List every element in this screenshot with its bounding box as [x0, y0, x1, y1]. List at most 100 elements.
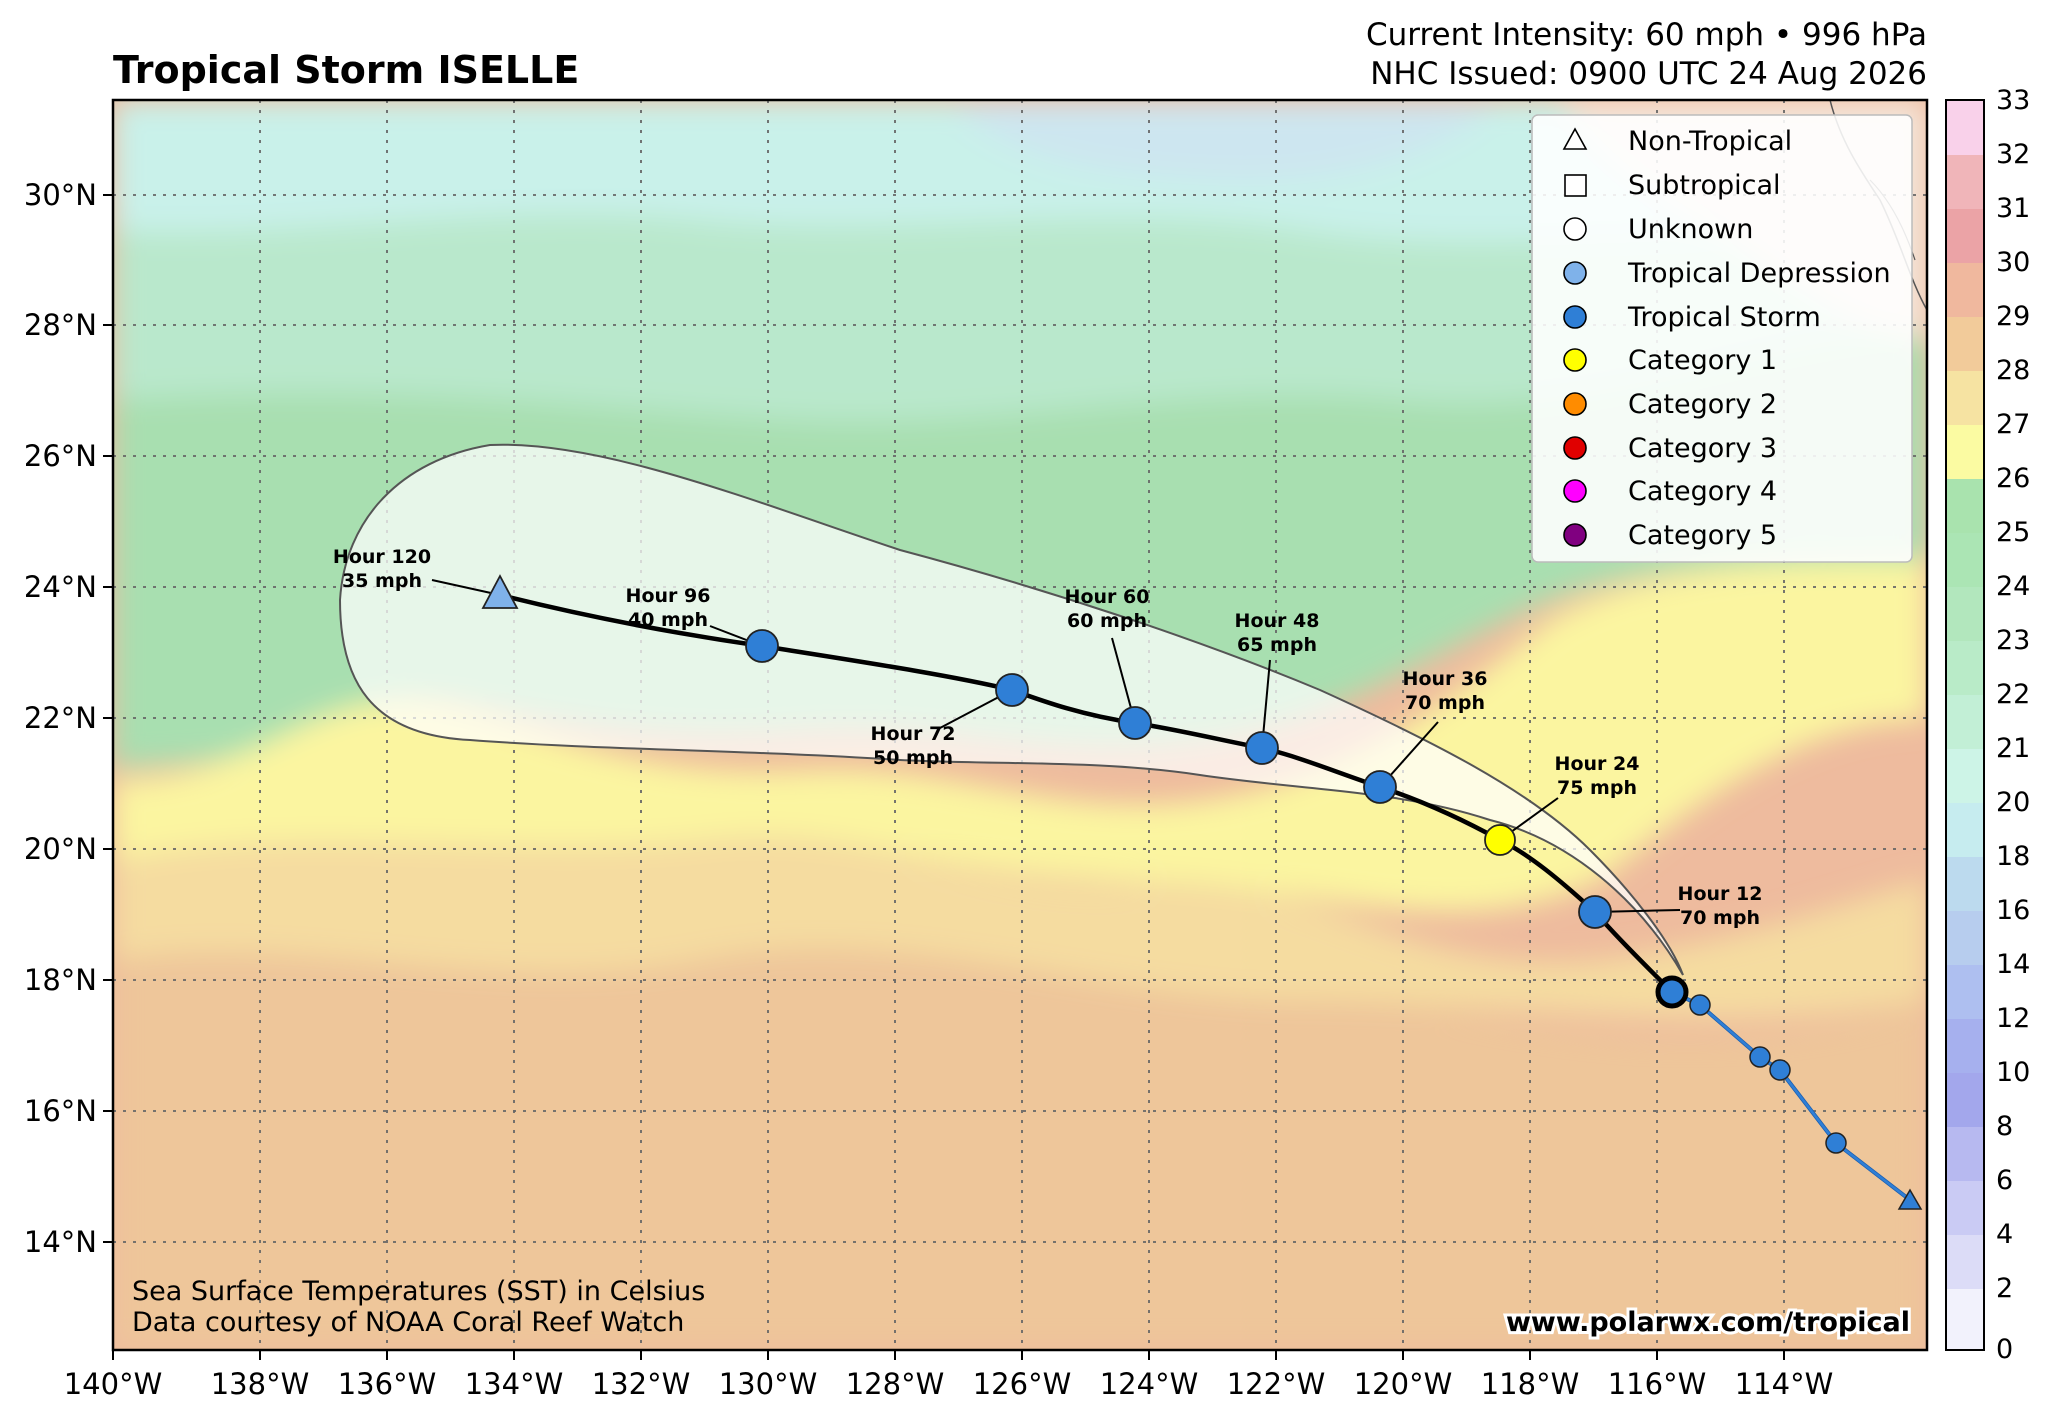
legend-label: Category 1 — [1628, 345, 1777, 376]
label-wind: 40 mph — [628, 609, 708, 631]
legend-circle-icon — [1563, 523, 1587, 547]
legend-label: Tropical Depression — [1627, 258, 1891, 289]
colorbar-tick: 24 — [1996, 571, 2030, 602]
lat-tick-label: 16°N — [24, 1094, 97, 1128]
forecast-point-48 — [1245, 731, 1279, 765]
forecast-point-72 — [995, 673, 1029, 707]
colorbar-tick: 14 — [1996, 949, 2030, 980]
legend-label: Subtropical — [1628, 170, 1781, 201]
lat-tick-label: 18°N — [24, 963, 97, 997]
legend-square-icon — [1564, 174, 1587, 197]
lat-tick-label: 14°N — [24, 1225, 97, 1259]
legend-label: Category 5 — [1628, 520, 1777, 551]
colorbar-tick: 31 — [1996, 193, 2030, 224]
forecast-point-96 — [745, 629, 779, 663]
colorbar-tick: 33 — [1996, 85, 2030, 116]
lat-tick-label: 24°N — [24, 570, 97, 604]
lat-tick-label: 28°N — [24, 308, 97, 342]
colorbar-segments — [1947, 101, 1983, 1349]
colorbar-tick: 20 — [1996, 787, 2030, 818]
label-hour: Hour 120 — [333, 546, 431, 568]
label-wind: 65 mph — [1237, 634, 1317, 656]
colorbar-tick: 18 — [1996, 841, 2030, 872]
tick-marks — [103, 194, 1785, 1360]
forecast-labels: Hour 12 70 mph Hour 24 75 mph Hour 36 70… — [333, 546, 1763, 929]
data-credit: Data courtesy of NOAA Coral Reef Watch — [132, 1307, 684, 1338]
sst-caption: Sea Surface Temperatures (SST) in Celsiu… — [132, 1276, 705, 1307]
colorbar-tick: 26 — [1996, 463, 2030, 494]
legend-circle-icon — [1563, 392, 1587, 416]
lat-tick-label: 30°N — [24, 178, 97, 212]
colorbar-tick: 6 — [1996, 1165, 2013, 1196]
legend-circle-icon — [1563, 217, 1587, 241]
legend-label: Category 2 — [1628, 389, 1777, 420]
colorbar-tick: 10 — [1996, 1057, 2030, 1088]
lon-tick-label: 140°W — [64, 1367, 163, 1401]
forecast-cone — [338, 443, 1684, 976]
lon-tick-label: 134°W — [465, 1367, 564, 1401]
colorbar-tick: 28 — [1996, 355, 2030, 386]
past-point — [1689, 994, 1711, 1016]
lon-tick-label: 124°W — [1100, 1367, 1199, 1401]
past-track — [1671, 990, 1923, 1210]
legend-label: Unknown — [1628, 214, 1753, 245]
website-url: www.polarwx.com/tropical — [1506, 1307, 1910, 1338]
map-frame — [111, 98, 1929, 1352]
label-wind: 60 mph — [1067, 610, 1147, 632]
nhc-issued: NHC Issued: 0900 UTC 24 Aug 2026 — [1370, 56, 1927, 92]
label-wind: 35 mph — [342, 570, 422, 592]
label-hour: Hour 12 — [1678, 883, 1763, 905]
colorbar-tick: 32 — [1996, 139, 2030, 170]
lon-tick-label: 128°W — [846, 1367, 945, 1401]
current-position — [1655, 975, 1689, 1009]
colorbar-tick: 2 — [1996, 1273, 2013, 1304]
lon-tick-label: 126°W — [973, 1367, 1072, 1401]
lat-tick-label: 20°N — [24, 832, 97, 866]
past-point — [1825, 1132, 1847, 1154]
legend-triangle-icon — [1562, 127, 1588, 150]
map-title: Tropical Storm ISELLE — [113, 48, 579, 92]
legend-symbols — [1562, 127, 1588, 547]
past-point — [1749, 1046, 1771, 1068]
legend: Non-Tropical Subtropical Unknown Tropica… — [1531, 114, 1913, 563]
legend-circle-icon — [1563, 348, 1587, 372]
label-wind: 70 mph — [1405, 692, 1485, 714]
label-wind: 50 mph — [873, 747, 953, 769]
colorbar-tick: 0 — [1996, 1334, 2013, 1365]
colorbar-tick: 12 — [1996, 1003, 2030, 1034]
lat-tick-label: 22°N — [24, 701, 97, 735]
forecast-point-60 — [1118, 706, 1152, 740]
forecast-points — [481, 574, 1689, 1009]
colorbar-tick: 27 — [1996, 409, 2030, 440]
lon-tick-label: 138°W — [211, 1367, 310, 1401]
colorbar-tick: 23 — [1996, 625, 2030, 656]
label-hour: Hour 24 — [1555, 753, 1640, 775]
legend-circle-icon — [1563, 261, 1587, 285]
forecast-point-120 — [481, 574, 519, 609]
forecast-point-24 — [1484, 824, 1516, 856]
colorbar-tick: 16 — [1996, 895, 2030, 926]
label-wind: 75 mph — [1557, 777, 1637, 799]
lon-tick-label: 114°W — [1735, 1367, 1834, 1401]
forecast-point-12 — [1578, 895, 1612, 929]
longitude-labels: 140°W 138°W 136°W 134°W 132°W 130°W 128°… — [64, 1367, 1834, 1401]
lon-tick-label: 130°W — [719, 1367, 818, 1401]
past-point-non-tropical — [1897, 1188, 1923, 1210]
lon-tick-label: 120°W — [1354, 1367, 1453, 1401]
label-wind: 70 mph — [1680, 907, 1760, 929]
colorbar-tick: 21 — [1996, 733, 2030, 764]
lon-tick-label: 122°W — [1227, 1367, 1326, 1401]
lon-tick-label: 118°W — [1481, 1367, 1580, 1401]
colorbar-tick: 22 — [1996, 679, 2030, 710]
label-hour: Hour 36 — [1403, 668, 1488, 690]
colorbar-tick: 8 — [1996, 1111, 2013, 1142]
past-point — [1769, 1059, 1791, 1081]
legend-circle-icon — [1563, 479, 1587, 503]
legend-circle-icon — [1563, 436, 1587, 460]
legend-circle-icon — [1563, 305, 1587, 329]
label-hour: Hour 60 — [1065, 586, 1150, 608]
label-hour: Hour 96 — [626, 585, 711, 607]
legend-label: Non-Tropical — [1628, 126, 1792, 157]
lat-tick-label: 26°N — [24, 439, 97, 473]
